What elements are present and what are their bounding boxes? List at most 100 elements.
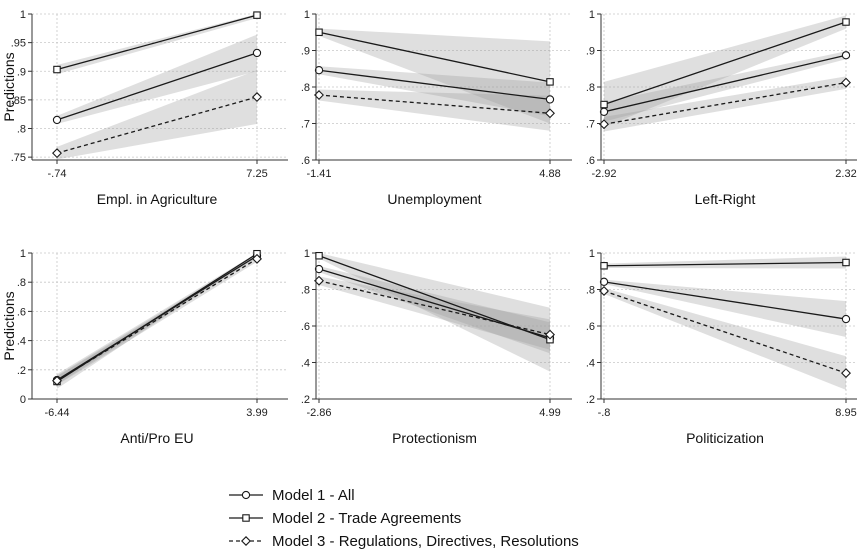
confidence-band <box>319 253 550 372</box>
series-line <box>603 81 847 125</box>
data-point <box>600 262 608 270</box>
data-point <box>52 148 62 159</box>
y-tick-label: 1 <box>589 248 595 260</box>
confidence-band <box>604 279 846 337</box>
series-line <box>56 253 258 383</box>
series-line <box>318 255 551 341</box>
y-tick-label: .6 <box>301 321 310 333</box>
legend-entry: Model 3 - Regulations, Directives, Resol… <box>229 533 579 550</box>
panel: .6 .7 .8 .9 1 -2.92 2.32 Left-Right <box>586 9 857 207</box>
y-tick-label: 1 <box>20 9 26 21</box>
y-tick-label: .8 <box>301 82 310 94</box>
series-line <box>603 21 847 106</box>
x-tick-label: -6.44 <box>44 407 69 419</box>
y-tick-label: .95 <box>11 38 26 50</box>
data-point <box>52 115 62 125</box>
y-tick-label: .2 <box>17 365 26 377</box>
data-point <box>545 108 555 119</box>
y-tick-label: .85 <box>11 95 26 107</box>
x-tick-label: 3.99 <box>246 407 267 419</box>
data-point <box>599 277 609 286</box>
legend-entry: Model 1 - All <box>229 487 355 504</box>
legend-label: Model 1 - All <box>272 487 355 504</box>
y-tick-label: .4 <box>17 336 26 348</box>
data-point <box>252 92 262 102</box>
data-point <box>841 77 851 88</box>
legend-label: Model 3 - Regulations, Directives, Resol… <box>272 533 579 550</box>
confidence-band <box>319 265 550 354</box>
legend-marker <box>241 536 251 546</box>
series-line <box>603 290 847 374</box>
series-line <box>318 94 551 114</box>
x-tick-label: -1.41 <box>306 168 331 180</box>
data-point <box>841 51 851 60</box>
y-tick-label: 0 <box>20 394 26 406</box>
y-tick-label: .7 <box>586 119 595 131</box>
y-tick-label: .4 <box>301 358 310 370</box>
data-point <box>841 314 851 324</box>
series-line <box>603 54 847 113</box>
data-point <box>314 66 324 75</box>
panels: .75 .8 .85 .9 .95 1 -.74 7.25 Empl. in Agricultu… <box>1 9 857 446</box>
data-point <box>842 18 850 26</box>
y-tick-label: 1 <box>589 9 595 21</box>
y-tick-label: .8 <box>17 124 26 136</box>
legend-marker <box>241 490 251 500</box>
y-tick-label: .8 <box>17 277 26 289</box>
y-tick-label: .4 <box>586 358 595 370</box>
series-line <box>56 52 258 121</box>
legend: Model 1 - All Model 2 - Trade Agreements M… <box>229 487 579 550</box>
confidence-band <box>604 15 846 128</box>
y-tick-label: .8 <box>586 82 595 94</box>
series-line <box>603 261 847 267</box>
y-tick-label: .75 <box>11 152 26 164</box>
y-tick-label: .6 <box>586 155 595 167</box>
data-point <box>315 28 323 36</box>
confidence-band <box>604 288 846 390</box>
y-axis-title: Predictions <box>1 52 17 121</box>
data-point <box>314 264 324 274</box>
y-tick-label: 1 <box>304 9 310 21</box>
x-axis-title: Unemployment <box>387 191 481 207</box>
data-point <box>53 65 61 74</box>
data-point <box>841 368 851 379</box>
x-axis-title: Left-Right <box>695 191 756 207</box>
x-tick-label: 7.25 <box>246 168 267 180</box>
x-tick-label: 2.32 <box>835 168 856 180</box>
data-point <box>52 375 62 386</box>
x-tick-label: -.74 <box>48 168 67 180</box>
legend-entry: Model 2 - Trade Agreements <box>229 510 461 527</box>
data-point <box>546 78 554 86</box>
confidence-band <box>319 28 550 124</box>
x-tick-label: -.8 <box>598 407 611 419</box>
panel: 0 .2 .4 .6 .8 1 -6.44 3.99 Anti/Pro EU Prediction… <box>1 248 288 446</box>
series-line <box>318 69 551 101</box>
y-tick-label: .8 <box>586 285 595 297</box>
data-point <box>600 100 608 109</box>
data-point <box>545 329 555 340</box>
panel: .2 .4 .6 .8 1 -.8 8.95 Politicization <box>586 248 857 446</box>
x-tick-label: 4.88 <box>539 168 560 180</box>
y-tick-label: .9 <box>301 46 310 58</box>
series-line <box>56 14 258 71</box>
y-tick-label: .6 <box>17 306 26 318</box>
confidence-band <box>57 70 257 160</box>
confidence-band <box>319 66 550 117</box>
x-tick-label: 8.95 <box>835 407 856 419</box>
panel: .6 .7 .8 .9 1 -1.41 4.88 Unemployment <box>301 9 572 207</box>
y-tick-label: .8 <box>301 285 310 297</box>
x-axis-title: Protectionism <box>392 430 477 446</box>
y-tick-label: 1 <box>304 248 310 260</box>
panel: .75 .8 .85 .9 .95 1 -.74 7.25 Empl. in Agricultu… <box>1 9 288 207</box>
y-tick-label: .9 <box>586 46 595 58</box>
data-point <box>253 11 261 19</box>
x-tick-label: -2.92 <box>591 168 616 180</box>
x-tick-label: 4.99 <box>539 407 560 419</box>
confidence-band <box>57 255 257 386</box>
series-line <box>318 268 551 339</box>
data-point <box>252 253 262 264</box>
panel: .2 .4 .6 .8 1 -2.86 4.99 Protectionism <box>301 248 572 446</box>
series-line <box>318 31 551 83</box>
y-axis-title: Predictions <box>1 291 17 360</box>
